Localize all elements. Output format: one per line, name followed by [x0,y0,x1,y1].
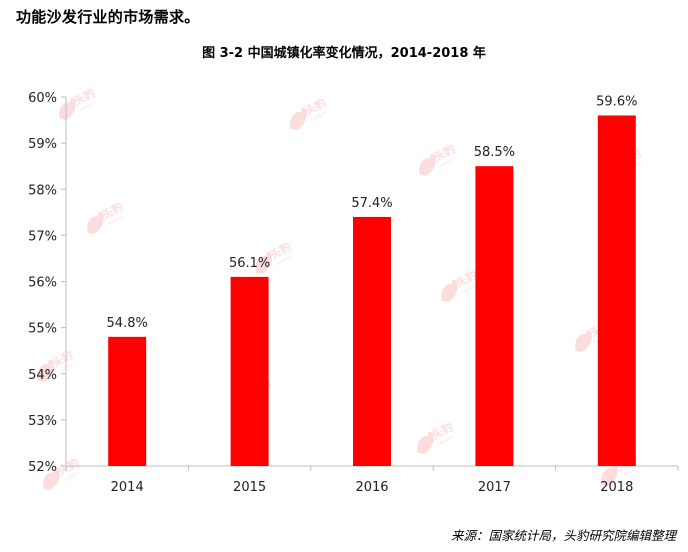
y-tick-label: 59% [28,137,57,152]
data-label-2014: 54.8% [107,316,148,331]
intro-text: 功能沙发行业的市场需求。 [16,8,200,26]
bar-2016 [353,216,391,466]
data-label-2017: 58.5% [474,145,515,160]
y-tick-label: 55% [28,322,57,337]
y-tick-label: 53% [28,414,57,429]
y-tick-label: 54% [28,368,57,383]
chart-title: 图 3-2 中国城镇化率变化情况，2014-2018 年 [202,46,486,61]
bar-2015 [230,276,269,466]
y-tick-label: 58% [28,183,57,198]
bar-2018 [597,115,636,466]
y-tick-label: 52% [28,460,57,475]
y-tick-label: 56% [28,276,57,291]
data-label-2016: 57.4% [351,196,392,211]
data-labels: 54.8% 56.1% 57.4% 58.5% 59.6% [107,94,638,330]
x-tick-label-2014: 2014 [111,480,144,495]
source-note: 来源：国家统计局，头豹研究院编辑整理 [450,528,676,543]
x-tick-label-2016: 2016 [355,480,388,495]
y-tick-label: 57% [28,229,57,244]
x-tick-label-2015: 2015 [233,480,266,495]
y-axis: 52% 53% 54% 55% 56% 57% 58% 59% 60% [28,91,67,475]
bar-2014 [108,336,147,466]
x-tick-label-2018: 2018 [600,480,633,495]
data-label-2018: 59.6% [596,94,637,109]
x-tick-label-2017: 2017 [478,480,511,495]
y-tick-label: 60% [28,91,57,106]
bar-2017 [475,166,514,466]
data-label-2015: 56.1% [229,256,270,271]
x-axis: 2014 2015 2016 2017 2018 [65,465,679,495]
bars [108,115,636,466]
